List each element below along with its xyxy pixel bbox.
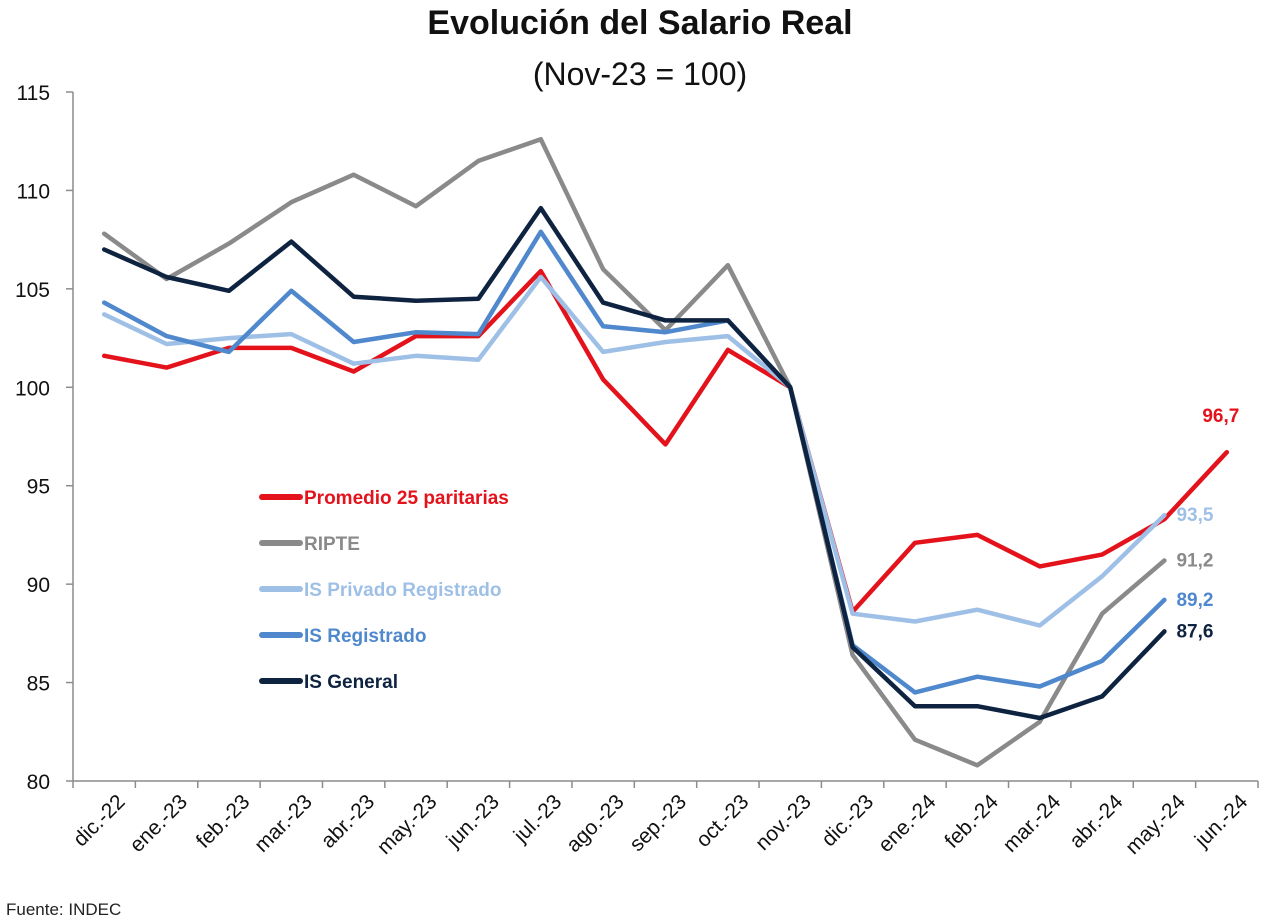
chart-title: Evolución del Salario Real xyxy=(427,4,853,42)
x-tick-label: jul.-23 xyxy=(509,790,566,847)
legend-label: IS General xyxy=(304,672,398,693)
source-note: Fuente: INDEC xyxy=(6,900,122,919)
x-tick-label: ene.-23 xyxy=(125,790,192,857)
y-tick-label: 105 xyxy=(15,279,50,302)
chart-subtitle: (Nov-23 = 100) xyxy=(532,56,748,92)
x-tick-label: may.-23 xyxy=(373,790,442,859)
x-tick-label: dic.-23 xyxy=(817,790,878,851)
series-line xyxy=(101,274,1167,628)
y-tick-label: 90 xyxy=(27,574,50,597)
data-label: 91,2 xyxy=(1176,551,1213,572)
data-label: 93,5 xyxy=(1176,505,1213,526)
x-tick-label: mar.-24 xyxy=(999,790,1066,857)
legend-label: Promedio 25 paritarias xyxy=(304,488,509,509)
x-tick-label: mar.-23 xyxy=(250,790,317,857)
series-line xyxy=(101,229,1167,695)
y-tick-label: 115 xyxy=(17,82,50,105)
x-tick-label: sep.-23 xyxy=(625,790,691,856)
x-tick-label: ago.-23 xyxy=(562,790,629,857)
data-label: 87,6 xyxy=(1176,621,1213,642)
legend-label: IS Registrado xyxy=(304,626,426,647)
x-tick-label: jun.-23 xyxy=(442,790,504,852)
y-tick-label: 80 xyxy=(27,771,50,794)
y-tick-label: 100 xyxy=(15,377,50,400)
y-tick-label: 95 xyxy=(27,476,50,499)
x-tick-label: feb.-24 xyxy=(940,790,1003,853)
x-tick-label: feb.-23 xyxy=(192,790,255,853)
data-label: 96,7 xyxy=(1202,406,1239,427)
x-tick-label: abr.-23 xyxy=(317,790,380,853)
x-tick-label: may.-24 xyxy=(1121,790,1190,859)
x-tick-label: ene.-24 xyxy=(874,790,941,857)
x-tick-label: oct.-23 xyxy=(692,790,754,852)
x-tick-label: dic.-22 xyxy=(69,790,130,851)
x-tick-label: nov.-23 xyxy=(751,790,816,855)
data-label: 89,2 xyxy=(1176,590,1213,611)
series-line xyxy=(101,136,1167,768)
series-line xyxy=(101,205,1167,721)
series-line xyxy=(101,268,1230,614)
y-tick-label: 110 xyxy=(17,180,50,203)
x-tick-label: jun.-24 xyxy=(1190,790,1253,853)
y-tick-label: 85 xyxy=(27,673,50,696)
x-tick-label: abr.-24 xyxy=(1065,790,1128,853)
legend-label: IS Privado Registrado xyxy=(304,580,501,601)
legend-label: RIPTE xyxy=(304,534,360,555)
